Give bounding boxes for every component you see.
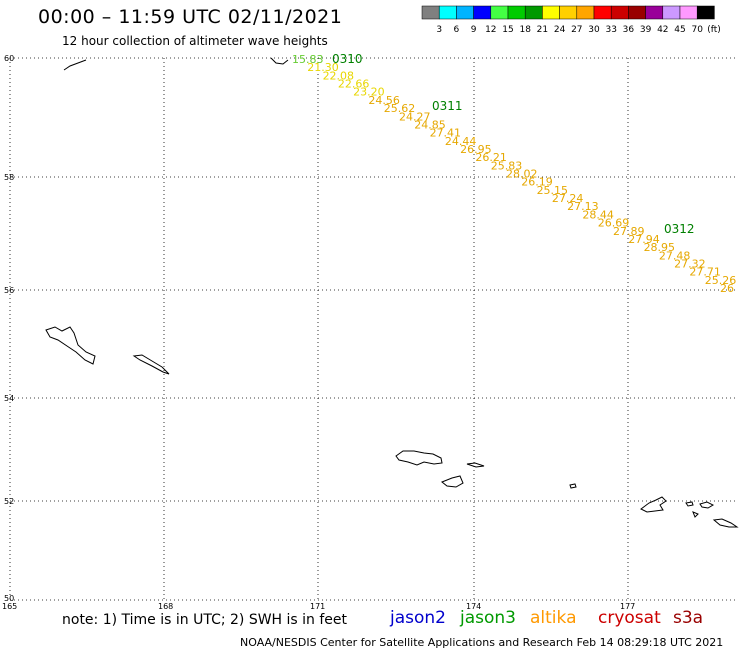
altika-track: 15.8321.3022.0822.6623.2024.5625.6224.27… (292, 53, 736, 295)
swh-value-label: 27.89 (613, 225, 645, 238)
latitude-labels: 60 58 56 54 52 50 (4, 54, 14, 603)
swh-value-label: 22.08 (323, 69, 355, 82)
lat-label-60: 60 (4, 54, 14, 63)
units-note: note: 1) Time is in UTC; 2) SWH is in fe… (62, 612, 348, 628)
lat-label-56: 56 (4, 286, 14, 295)
swh-value-label: 24.44 (445, 135, 477, 148)
swh-value-label: 25.26 (705, 274, 737, 287)
island-buldir (569, 483, 577, 489)
legend-label-39: 39 (640, 25, 652, 35)
swh-value-label: 26 (720, 282, 734, 295)
swh-value-label: 26.19 (521, 176, 553, 189)
sat-jason3-label: jason3 (460, 608, 516, 628)
swh-value-label: 24.27 (399, 110, 431, 123)
time-label-0310: 0310 (332, 52, 363, 66)
swh-value-label: 27.41 (430, 127, 462, 140)
swh-value-label: 28.02 (506, 168, 538, 181)
swh-value-label: 15.83 (292, 53, 324, 66)
lon-label-174: 174 (466, 602, 481, 611)
lon-label-171: 171 (310, 602, 325, 611)
legend-label-12: 12 (485, 25, 496, 35)
sat-s3a: s3a (673, 608, 703, 628)
island-amchitka (712, 518, 739, 528)
swh-value-label: 28.95 (644, 241, 676, 254)
legend-label-9: 9 (471, 25, 477, 35)
legend-label-6: 6 (454, 25, 460, 35)
sat-jason2: jason2 (390, 608, 446, 628)
island-bering (45, 326, 96, 365)
sat-s3a-label: s3a (673, 608, 704, 628)
sat-jason2-label: jason2 (390, 608, 446, 628)
legend-label-27: 27 (571, 25, 582, 35)
map-subtitle: 12 hour collection of altimeter wave hei… (62, 34, 328, 48)
sat-altika-label: altika (530, 608, 577, 628)
legend-label-36: 36 (623, 25, 635, 35)
longitude-labels: 165 168 171 174 177 (2, 602, 635, 611)
swh-value-label: 26.21 (475, 151, 507, 164)
island-small-2 (699, 501, 715, 509)
island-kiska (640, 496, 667, 513)
lon-label-165: 165 (2, 602, 17, 611)
swh-value-label: 27.24 (552, 192, 584, 205)
legend-label-18: 18 (519, 25, 531, 35)
legend-swatch-16 (696, 5, 715, 20)
swh-value-label: 24.85 (414, 118, 446, 131)
swh-value-label: 25.62 (384, 102, 416, 115)
footer-credit: NOAA/NESDIS Center for Satellite Applica… (240, 636, 724, 649)
island-shemya (466, 462, 485, 468)
time-label-0311: 0311 (432, 99, 463, 113)
lat-label-50: 50 (4, 594, 14, 603)
graticule (9, 57, 738, 601)
island-agattu (441, 475, 464, 488)
legend-label-15: 15 (502, 25, 513, 35)
legend-label-24: 24 (554, 25, 566, 35)
swh-value-label: 26.95 (460, 143, 492, 156)
legend-label-45: 45 (674, 25, 685, 35)
island-small-1 (685, 501, 694, 507)
swh-value-label: 26.69 (598, 217, 630, 230)
legend-unit: (ft) (707, 25, 721, 35)
swh-value-label: 27.13 (567, 200, 599, 213)
coast-top-near-track (270, 57, 289, 65)
swh-value-label: 21.30 (307, 61, 339, 74)
lat-label-58: 58 (4, 173, 14, 182)
coast-topleft (63, 59, 87, 71)
sat-jason3: jason3 (460, 608, 516, 628)
swh-value-label: 27.94 (628, 233, 660, 246)
legend-label-21: 21 (537, 25, 548, 35)
swh-value-label: 24.56 (368, 94, 400, 107)
lat-label-52: 52 (4, 497, 14, 506)
swh-value-label: 23.20 (353, 86, 385, 99)
lon-label-177: 177 (620, 602, 635, 611)
sat-altika: altika (530, 608, 577, 628)
wave-height-legend: 3 6 9 12 15 18 21 24 27 30 33 36 39 42 45 70 (ft) (421, 5, 721, 35)
sat-cryosat-label: cryosat (598, 608, 661, 628)
legend-label-33: 33 (605, 25, 616, 35)
island-small-3 (692, 511, 699, 518)
swh-value-label: 25.83 (491, 159, 523, 172)
island-attu (395, 450, 443, 466)
swh-value-label: 25.15 (537, 184, 569, 197)
lat-label-54: 54 (4, 394, 14, 403)
swh-value-label: 27.48 (659, 249, 691, 262)
lon-label-168: 168 (158, 602, 173, 611)
map-title: 00:00 – 11:59 UTC 02/11/2021 (38, 6, 343, 28)
legend-label-30: 30 (588, 25, 600, 35)
legend-label-70: 70 (691, 25, 703, 35)
track-time-labels: 0310 0311 0312 (332, 52, 695, 236)
swh-value-label: 27.71 (689, 266, 721, 279)
legend-label-42: 42 (657, 25, 668, 35)
swh-value-label: 28.44 (582, 208, 614, 221)
sat-cryosat: cryosat (598, 608, 661, 628)
swh-value-label: 22.66 (338, 78, 370, 91)
legend-label-3: 3 (436, 25, 442, 35)
swh-value-label: 27.32 (674, 257, 706, 270)
time-label-0312: 0312 (664, 222, 695, 236)
island-medny (132, 354, 170, 375)
coastlines (45, 57, 739, 528)
